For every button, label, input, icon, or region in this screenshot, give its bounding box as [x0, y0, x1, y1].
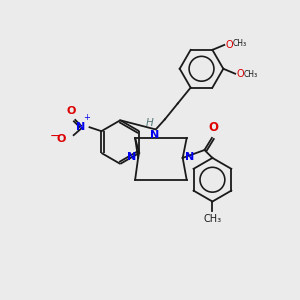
- Text: CH₃: CH₃: [232, 39, 246, 48]
- Text: O: O: [66, 106, 75, 116]
- Text: O: O: [236, 69, 244, 79]
- Text: N: N: [150, 130, 160, 140]
- Text: H: H: [146, 118, 154, 128]
- Text: O: O: [56, 134, 66, 144]
- Text: O: O: [225, 40, 233, 50]
- Text: CH₃: CH₃: [243, 70, 257, 79]
- Text: O: O: [208, 121, 218, 134]
- Text: −: −: [49, 130, 60, 142]
- Text: N: N: [76, 122, 86, 132]
- Text: +: +: [83, 113, 90, 122]
- Text: N: N: [127, 152, 136, 162]
- Text: N: N: [185, 152, 194, 162]
- Text: CH₃: CH₃: [203, 214, 221, 224]
